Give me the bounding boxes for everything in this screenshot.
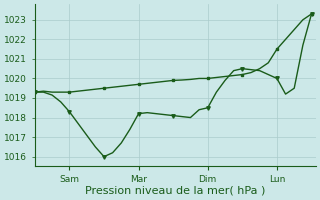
X-axis label: Pression niveau de la mer( hPa ): Pression niveau de la mer( hPa ) (85, 186, 266, 196)
